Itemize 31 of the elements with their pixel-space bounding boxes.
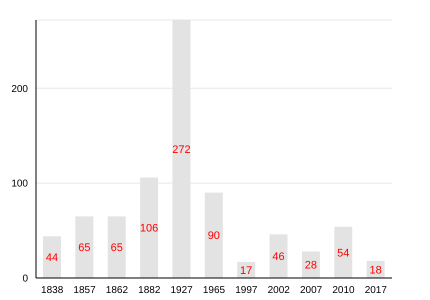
x-tick-label: 2017 xyxy=(364,285,388,296)
data-label: 90 xyxy=(208,230,220,242)
bar xyxy=(43,236,61,278)
x-tick-label: 1965 xyxy=(202,285,226,296)
data-label: 28 xyxy=(304,260,318,272)
x-tick-label: 1997 xyxy=(235,285,258,296)
x-tick-label: 2007 xyxy=(300,285,323,296)
data-label: 65 xyxy=(110,242,123,254)
x-tick-label: 1862 xyxy=(106,285,128,296)
data-label: 106 xyxy=(140,222,158,235)
x-tick-label: 2002 xyxy=(268,285,290,296)
data-label: 46 xyxy=(272,251,285,264)
x-tick-label: 2010 xyxy=(332,285,356,296)
y-tick-label: 100 xyxy=(11,178,28,190)
x-tick-label: 1857 xyxy=(73,285,96,296)
bar xyxy=(75,216,94,278)
data-label: 54 xyxy=(337,247,350,260)
bar xyxy=(270,234,288,278)
x-tick-label: 1838 xyxy=(41,285,64,296)
x-tick-label: 1927 xyxy=(170,285,194,296)
x-tick-label: 1882 xyxy=(138,285,161,296)
data-label: 18 xyxy=(370,264,382,276)
bar xyxy=(334,226,352,278)
data-label: 44 xyxy=(46,252,58,264)
data-label: 17 xyxy=(240,264,252,277)
data-label: 272 xyxy=(172,144,191,156)
bar xyxy=(204,192,223,278)
data-label: 65 xyxy=(78,242,90,254)
y-tick-label: 200 xyxy=(11,84,28,95)
y-tick-label: 0 xyxy=(22,274,28,285)
bar xyxy=(108,216,126,278)
